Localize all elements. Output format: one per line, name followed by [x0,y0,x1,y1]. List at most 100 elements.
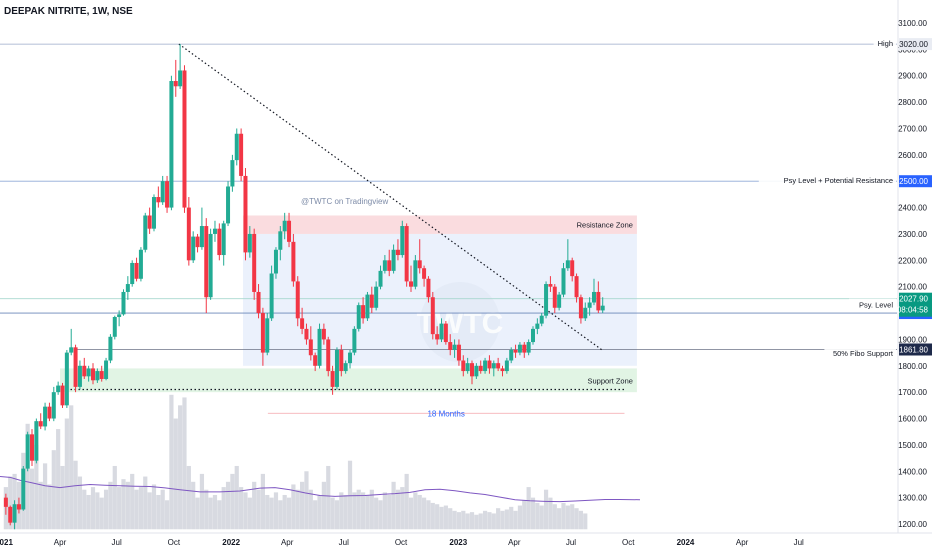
volume-bar [47,484,52,530]
candle-body [596,291,601,311]
candle-body [561,268,566,295]
psy-resistance-label-bg [758,174,896,187]
volume-bar [478,513,483,530]
volume-bar [204,489,209,530]
volume-bar [400,487,405,530]
volume-bar [239,487,244,530]
candle-body [461,360,466,372]
candle-body [273,249,278,274]
candle-body [77,365,82,387]
candle-body [526,342,531,353]
high-badge: 3020.00 [899,40,928,49]
volume-bar [256,489,261,530]
candle-body [69,347,74,353]
fibo-badge: 1861.80 [899,345,928,354]
candle-body [395,249,400,256]
candle-body [25,434,30,469]
volume-bar [217,500,222,530]
volume-bar [73,460,78,530]
volume-bar [173,418,178,530]
volume-bar [500,510,505,530]
y-tick-label: 2300.00 [898,230,927,239]
candle-body [356,305,361,329]
volume-bar [182,397,187,530]
candle-body [339,349,344,372]
volume-bar [243,492,248,530]
support-zone-label: Support Zone [587,376,632,385]
volume-bar [29,468,35,530]
x-tick-label: Oct [168,538,181,547]
candle-body [56,385,61,393]
zones-layer: TWTC [60,215,637,393]
volume-bar [517,505,523,530]
volume-bar [317,494,322,530]
candle-body [487,360,492,369]
candle-body [234,133,239,161]
volume-bar [557,508,562,530]
candle-body [16,504,21,510]
volume-bar [56,429,61,530]
candle-body [3,497,8,507]
candle-body [330,371,335,387]
candle-body [552,286,557,308]
volume-bar [90,487,96,530]
logo-watermark-text: TWTC [417,307,504,340]
time-axis[interactable]: 2021 Apr Jul Oct 2022 Apr Jul Oct 2023 Apr Jul Oct 2… [0,538,804,547]
y-tick-label: 2100.00 [898,283,927,292]
candle-body [108,336,113,361]
candle-body [391,249,396,271]
candle-body [378,270,383,287]
candle-body [282,220,287,232]
volume-bar [82,489,87,530]
volume-bar [252,481,257,530]
candle-body [470,363,475,377]
candle-body [151,197,156,229]
volume-bar [313,500,318,530]
volume-bar [565,505,570,530]
candle-body [43,406,48,427]
candle-body [239,133,244,176]
y-tick-label: 1200.00 [898,520,927,529]
candle-body [570,260,575,277]
candle-body [47,406,52,419]
volume-bar [426,500,431,530]
volume-bar [365,494,370,530]
candle-body [226,186,231,224]
candle-body [430,297,435,335]
y-tick-label: 3100.00 [898,19,927,28]
volume-bar [125,481,130,530]
candle-body [478,365,483,372]
volume-bar [69,405,74,530]
volume-bar [513,510,518,530]
volume-bar [430,502,435,530]
x-tick-label: Apr [736,538,749,547]
candle-body [104,360,109,379]
candle-body [12,504,17,523]
psy-resistance-label: Psy Level + Potential Resistance [784,176,893,185]
volume-bar [300,481,305,530]
volume-bar [347,460,353,530]
candle-body [195,236,200,248]
volume-bar [286,497,292,530]
y-tick-label: 1900.00 [898,335,927,344]
duration-label: 18 Months [427,409,464,418]
y-tick-label: 2200.00 [898,256,927,265]
volume-bar [304,471,309,530]
volume-bar [260,473,265,530]
price-axis[interactable]: 1200.00 1300.00 1400.00 1500.00 1600.00 1700.… [897,19,932,529]
resistance-zone [242,215,637,234]
candle-body [130,262,135,285]
volume-bar [295,489,300,530]
candle-body [138,249,143,279]
candle-body [483,360,488,372]
candle-body [574,276,579,298]
x-tick-label: Jul [794,538,804,547]
volume-bar [282,494,287,530]
y-tick-label: 1700.00 [898,388,927,397]
candle-body [509,349,514,361]
fibo-support-label-bg [824,347,896,360]
candle-body [321,328,326,340]
volume-bar [221,487,226,530]
candle-body [500,368,505,372]
